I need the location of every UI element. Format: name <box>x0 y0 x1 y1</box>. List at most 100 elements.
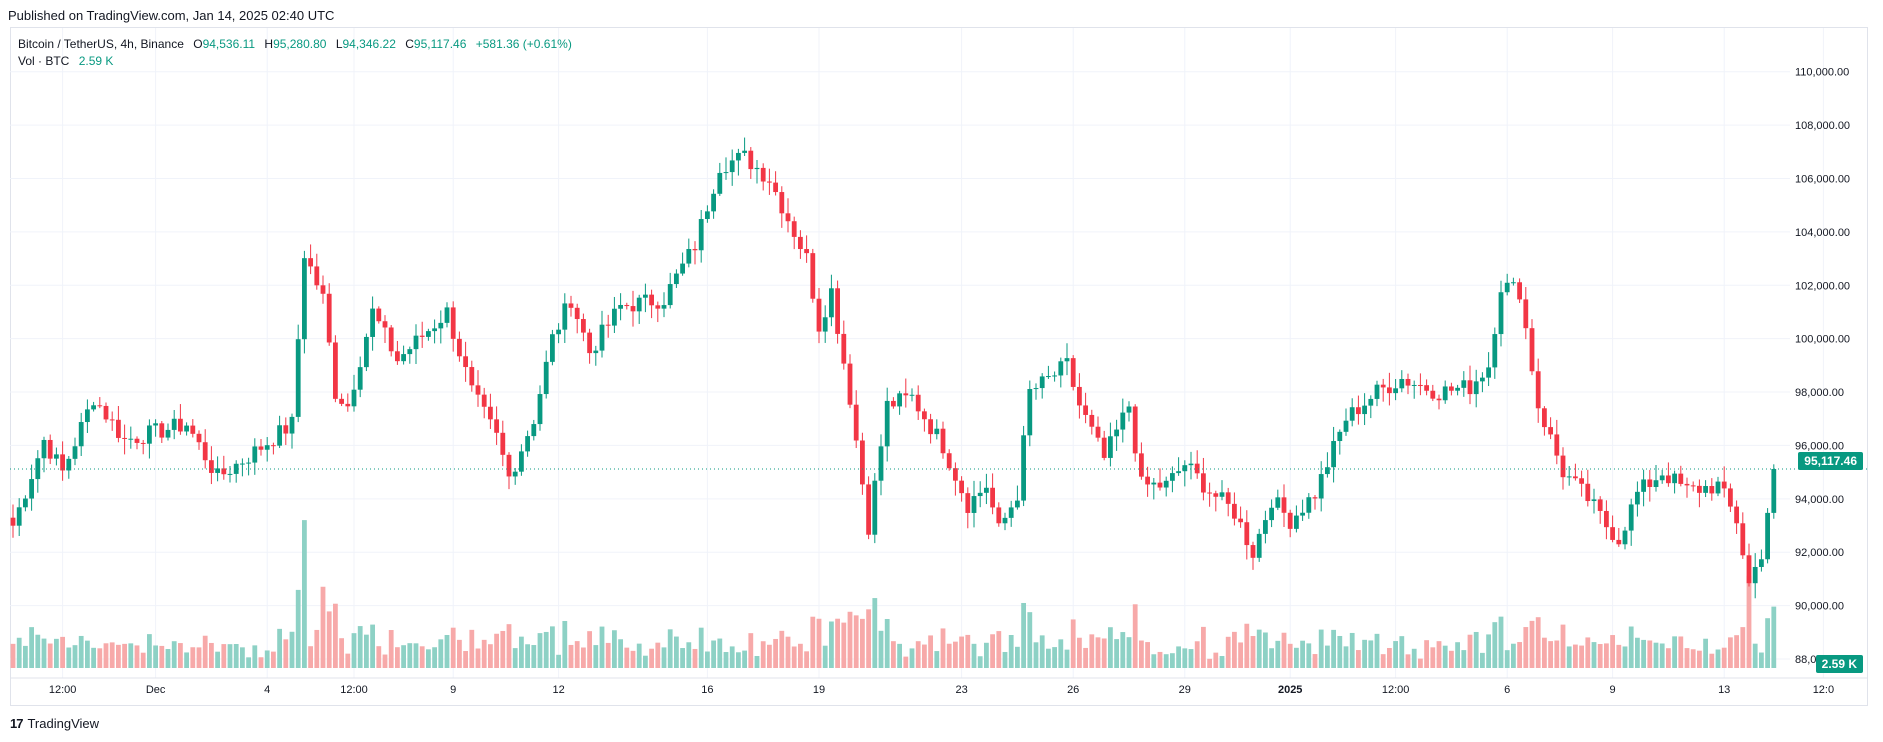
candle-body <box>60 454 65 471</box>
volume-bar <box>903 656 909 668</box>
candle-body <box>1120 412 1126 430</box>
candle-body <box>1666 475 1671 484</box>
legend-volume-row: Vol · BTC 2.59 K <box>18 53 572 70</box>
candle-body <box>295 339 301 417</box>
candle-body <box>860 440 865 485</box>
volume-bar <box>395 647 400 668</box>
volume-bar <box>1188 649 1194 668</box>
volume-bar <box>221 644 227 668</box>
volume-bar <box>946 643 952 668</box>
candle-body <box>729 160 735 173</box>
volume-bar <box>196 647 202 668</box>
candle-body <box>1641 479 1646 492</box>
candle-body <box>1628 504 1634 531</box>
candle-body <box>1194 463 1200 474</box>
x-tick-label: 16 <box>701 684 713 696</box>
volume-bar <box>1002 651 1008 668</box>
candle-body <box>990 487 995 508</box>
x-tick-label: 12 <box>552 684 564 696</box>
candle-body <box>1740 523 1746 556</box>
candle-body <box>1728 488 1733 507</box>
volume-bar <box>1095 637 1101 668</box>
volume-bar <box>562 620 568 668</box>
volume-bar <box>1659 643 1665 668</box>
volume-bar <box>66 647 72 668</box>
candle-body <box>122 437 127 439</box>
candle-body <box>264 445 270 450</box>
candle-body <box>928 419 933 435</box>
volume-bar <box>711 640 716 668</box>
volume-bar <box>407 643 413 668</box>
candle-body <box>531 424 537 437</box>
volume-bar <box>103 643 109 668</box>
volume-bar <box>1275 640 1281 668</box>
volume-bar <box>1746 575 1752 668</box>
volume-bar <box>674 636 679 668</box>
candle-body <box>866 484 871 535</box>
candle-body <box>692 248 698 251</box>
volume-bar <box>1529 620 1535 668</box>
tradingview-brand[interactable]: 17 TradingView <box>10 716 99 731</box>
volume-bar <box>23 645 28 668</box>
volume-bar <box>723 652 729 668</box>
candle-body <box>283 425 289 434</box>
candle-body <box>481 394 487 407</box>
volume-bar <box>1597 644 1603 668</box>
volume-bar <box>996 631 1002 668</box>
volume-bar <box>1306 643 1312 668</box>
symbol-label: Bitcoin / TetherUS, 4h, Binance <box>18 37 184 51</box>
candle-body <box>1008 507 1014 518</box>
volume-bar <box>60 636 65 668</box>
candle-body <box>649 294 654 306</box>
candle-body <box>965 493 971 513</box>
volume-bar <box>1442 645 1448 668</box>
candle-body <box>1058 361 1064 376</box>
x-tick-label: 12:00 <box>49 684 77 696</box>
candle-body <box>413 335 419 350</box>
candle-body <box>1021 435 1026 501</box>
candle-body <box>388 327 394 352</box>
x-tick-label: 13 <box>1718 684 1730 696</box>
x-tick-label: 2025 <box>1278 684 1302 696</box>
volume-bar <box>1430 647 1436 668</box>
candle-body <box>469 367 475 386</box>
volume-bar <box>1008 635 1014 668</box>
close-key: C <box>405 37 414 51</box>
volume-bar <box>209 642 214 668</box>
volume-bar <box>1666 648 1671 668</box>
volume-bar <box>804 651 809 668</box>
volume-bar <box>1213 652 1219 668</box>
volume-bar <box>1436 641 1442 668</box>
candle-body <box>1690 485 1696 487</box>
candle-body <box>1715 481 1721 494</box>
volume-bar <box>568 644 574 668</box>
volume-bar <box>1343 646 1349 668</box>
volume-bar <box>705 651 710 668</box>
candles <box>10 137 1777 599</box>
candle-body <box>1449 386 1454 391</box>
candle-body <box>1579 478 1584 484</box>
chart-frame[interactable] <box>10 27 1868 706</box>
x-tick-label: 23 <box>955 684 967 696</box>
volume-bar <box>661 647 667 668</box>
candle-body <box>996 507 1002 524</box>
volume-bar <box>878 630 884 668</box>
candle-body <box>1529 328 1535 372</box>
candle-body <box>1461 380 1467 388</box>
x-tick-label: 12:00 <box>340 684 368 696</box>
volume-bar <box>1566 646 1572 668</box>
volume-bar <box>1523 627 1529 668</box>
volume-bar <box>1517 642 1522 668</box>
candle-body <box>593 350 599 354</box>
volume-bar <box>1690 649 1696 668</box>
volume-bar <box>1021 602 1026 668</box>
candle-body <box>1263 520 1268 534</box>
volume-bar <box>202 635 208 668</box>
candle-body <box>35 458 41 480</box>
volume-bar <box>10 643 16 668</box>
candle-body <box>1635 491 1640 505</box>
volume-bar <box>1461 650 1467 668</box>
candle-body <box>1325 467 1330 475</box>
candle-body <box>227 473 233 475</box>
